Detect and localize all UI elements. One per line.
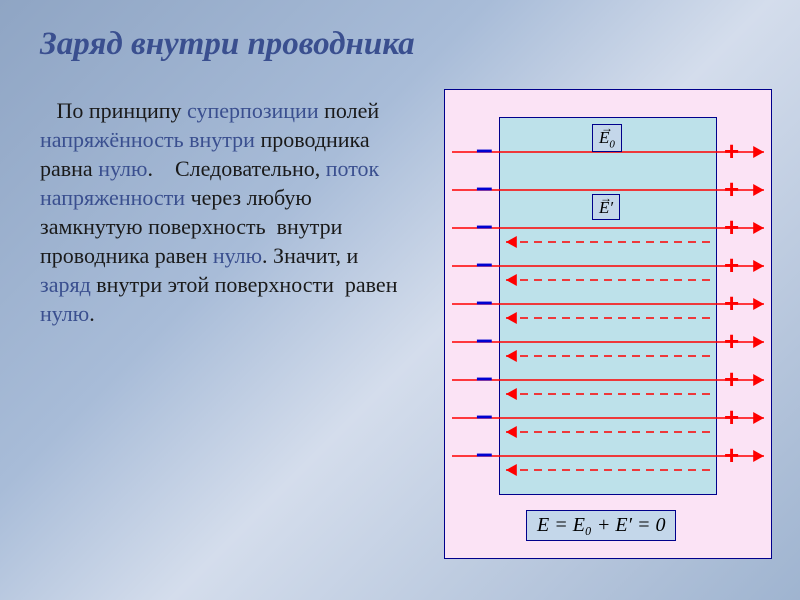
slide: Заряд внутри проводника По принципу супе… <box>0 0 800 600</box>
charge-minus: – <box>476 173 493 203</box>
label-e0-sub: 0 <box>609 138 615 150</box>
charge-minus: – <box>476 249 493 279</box>
charge-plus: + <box>724 366 739 392</box>
charge-plus: + <box>724 442 739 468</box>
field-lines <box>0 0 800 600</box>
charge-plus: + <box>724 176 739 202</box>
label-e0-sym: E <box>599 128 609 147</box>
charge-minus: – <box>476 211 493 241</box>
charge-plus: + <box>724 138 739 164</box>
formula-box: E = E₀ + E′ = 0 <box>526 510 676 541</box>
charge-plus: + <box>724 290 739 316</box>
charge-minus: – <box>476 363 493 393</box>
charge-plus: + <box>724 328 739 354</box>
charge-plus: + <box>724 404 739 430</box>
charge-minus: – <box>476 325 493 355</box>
charge-minus: – <box>476 401 493 431</box>
charge-minus: – <box>476 439 493 469</box>
charge-minus: – <box>476 135 493 165</box>
label-ep-text: E′ <box>599 198 613 217</box>
label-e-prime: → E′ <box>592 194 620 220</box>
label-e0: → E0 <box>592 124 622 152</box>
charge-plus: + <box>724 214 739 240</box>
charge-minus: – <box>476 287 493 317</box>
charge-plus: + <box>724 252 739 278</box>
